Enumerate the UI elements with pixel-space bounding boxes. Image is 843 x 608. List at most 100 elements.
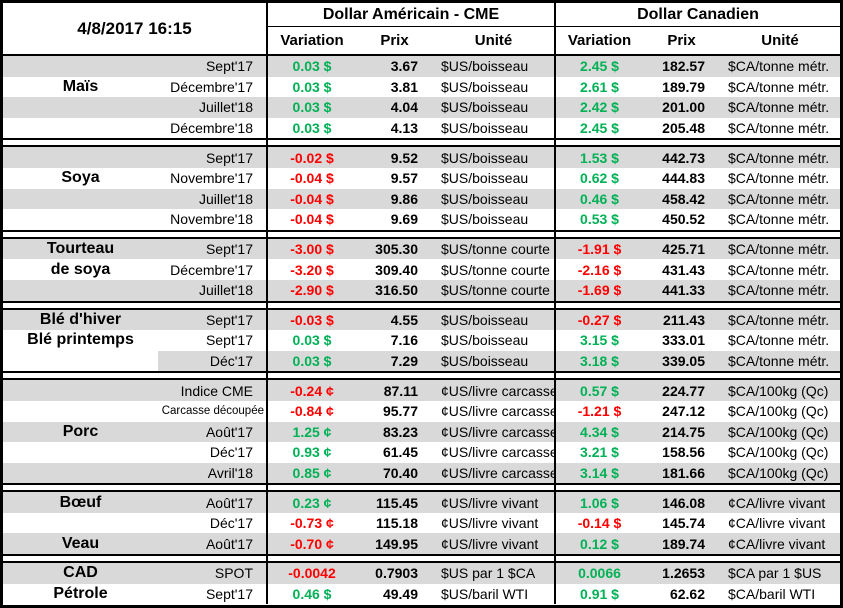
usd-variation-value: -3.20 $ — [290, 261, 334, 278]
commodity-label: Porc — [3, 421, 158, 443]
usd-variation-value: -0.04 $ — [290, 170, 334, 187]
section-divider — [3, 300, 840, 310]
table-body: Sept'17 0.03 $3.67 $US/boisseau 2.45 $182.5… — [3, 56, 840, 605]
table-row: Novembre'18 -0.04 $ 9.69 $US/boisseau 0.53 $… — [3, 209, 840, 230]
commodity-label — [3, 279, 158, 301]
commodity-label: Bœuf — [3, 492, 158, 513]
cad-group-header: Dollar Canadien — [556, 3, 840, 27]
cad-unit-label: $CA/tonne métr. — [720, 147, 840, 168]
divider-cell — [158, 140, 268, 146]
usd-variation-value: -0.24 ¢ — [268, 380, 356, 401]
cad-unit-label: $CA/tonne métr. — [728, 170, 830, 187]
table-row: Déc'17 0.93 ¢ 61.45 ¢US/livre carcasse 3.21 … — [3, 442, 840, 463]
commodity-label — [3, 56, 158, 77]
cad-unit-label: ¢CA/livre vivant — [728, 515, 826, 532]
commodity-label: Blé printemps — [27, 331, 134, 349]
usd-variation-value: -0.70 ¢ — [268, 533, 356, 555]
divider-cell — [556, 303, 643, 308]
cad-variation-value: 0.91 $ — [580, 585, 619, 602]
contract-month: Avril'18 — [158, 462, 268, 484]
cad-unit-label: ¢CA/livre vivant — [720, 533, 840, 555]
contract-month: Novembre'18 — [158, 209, 268, 230]
divider-cell — [3, 140, 158, 145]
usd-variation-value: -0.0042 — [268, 563, 356, 584]
divider-cell — [643, 485, 720, 490]
cad-variation-value: 2.61 $ — [580, 78, 619, 95]
divider-cell — [158, 485, 268, 491]
usd-variation-value: 0.03 $ — [292, 332, 332, 349]
cad-unit-label: $CA/100kg (Qc) — [720, 421, 840, 443]
contract-month: Sept'17 — [158, 56, 268, 77]
divider-cell — [643, 556, 720, 561]
cad-price-value: 444.83 — [662, 170, 705, 187]
cad-variation-value: 0.12 $ — [556, 533, 643, 555]
cad-unit-label: $CA/100kg (Qc) — [720, 380, 840, 401]
table-row: Sept'17 0.03 $3.67 $US/boisseau 2.45 $182.5… — [3, 56, 840, 77]
cad-unit-label: $CA/100kg (Qc) — [728, 403, 829, 420]
divider-cell — [158, 373, 268, 379]
usd-unit-label: $US/boisseau — [433, 350, 556, 372]
usd-price-value: 0.7903 — [356, 563, 433, 584]
usd-price-value: 95.77 — [382, 403, 418, 420]
commodity-label — [3, 209, 158, 230]
contract-month: Août'17 — [158, 492, 268, 513]
divider-cell — [268, 373, 356, 378]
cad-price-value: 333.01 — [662, 332, 705, 349]
divider-cell — [433, 302, 556, 308]
cad-unit-label: $CA/tonne métr. — [720, 279, 840, 301]
divider-cell — [433, 140, 556, 146]
usd-unit-label: $US/boisseau — [433, 56, 556, 77]
divider-cell — [556, 140, 643, 145]
table-row: Déc'17 -0.73 ¢ 115.18 ¢US/livre vivant -0.14… — [3, 512, 840, 534]
usd-variation-value: -0.84 ¢ — [290, 403, 334, 420]
cad-unit-label: $CA/tonne métr. — [720, 97, 840, 118]
cad-unit-label: $CA/tonne métr. — [728, 78, 830, 95]
usd-variation-value: 0.46 $ — [292, 585, 332, 602]
usd-price-value: 305.30 — [356, 238, 433, 260]
contract-month: SPOT — [158, 563, 268, 584]
cad-price-value: 146.08 — [643, 492, 720, 513]
usd-variation-value: 0.03 $ — [268, 97, 356, 118]
usd-price-value: 9.69 — [390, 211, 418, 228]
cad-unit-label: $CA/tonne métr. — [720, 350, 840, 372]
table-header: 4/8/2017 16:15 Dollar Américain - CME Do… — [3, 3, 840, 56]
cad-variation-value: 0.46 $ — [556, 188, 643, 210]
contract-month: Sept'17 — [158, 147, 268, 168]
usd-price-value: 83.23 — [356, 421, 433, 443]
usd-group-header: Dollar Américain - CME — [268, 3, 556, 27]
contract-month: Déc'17 — [158, 442, 268, 463]
cad-price-value: 158.56 — [662, 444, 705, 461]
cad-price-value: 214.75 — [643, 421, 720, 443]
section-divider — [3, 229, 840, 239]
column-header-cad-variation: Variation — [567, 32, 632, 49]
cad-variation-value: 3.21 $ — [580, 444, 619, 461]
cad-variation-value: 1.06 $ — [556, 492, 643, 513]
cad-variation-value: 0.62 $ — [580, 170, 619, 187]
usd-unit-label: ¢US/livre carcasse — [433, 442, 556, 463]
divider-cell — [556, 485, 643, 490]
commodity-label — [3, 513, 158, 534]
divider-cell — [268, 303, 356, 308]
divider-cell — [720, 232, 840, 237]
cad-price-value: 339.05 — [643, 350, 720, 372]
cad-variation-value: 2.42 $ — [556, 97, 643, 118]
cad-price-value: 62.62 — [669, 585, 705, 602]
usd-variation-value: -0.04 $ — [290, 211, 334, 228]
divider-cell — [720, 303, 840, 308]
usd-unit-label: $US/boisseau — [433, 167, 556, 189]
commodity-label: Soya — [61, 169, 100, 187]
section-divider — [3, 483, 840, 493]
usd-variation-value: -3.00 $ — [268, 238, 356, 260]
contract-month: Juillet'18 — [158, 97, 268, 118]
contract-month: Décembre'17 — [158, 76, 268, 98]
table-row: Avril'18 0.85 ¢ 70.40 ¢US/livre carcasse 3.1… — [3, 462, 840, 484]
cad-price-value: 431.43 — [662, 261, 705, 278]
table-row: Porc Août'17 1.25 ¢ 83.23 ¢US/livre carcasse… — [3, 421, 840, 443]
commodity-label: Pétrole — [53, 584, 108, 602]
usd-unit-label: $US/tonne courte — [433, 279, 556, 301]
divider-cell — [643, 140, 720, 145]
contract-month: Déc'17 — [158, 350, 268, 372]
commodity-label: Blé d'hiver — [3, 309, 158, 331]
usd-unit-label: ¢US/livre vivant — [433, 492, 556, 513]
divider-cell — [356, 556, 433, 561]
